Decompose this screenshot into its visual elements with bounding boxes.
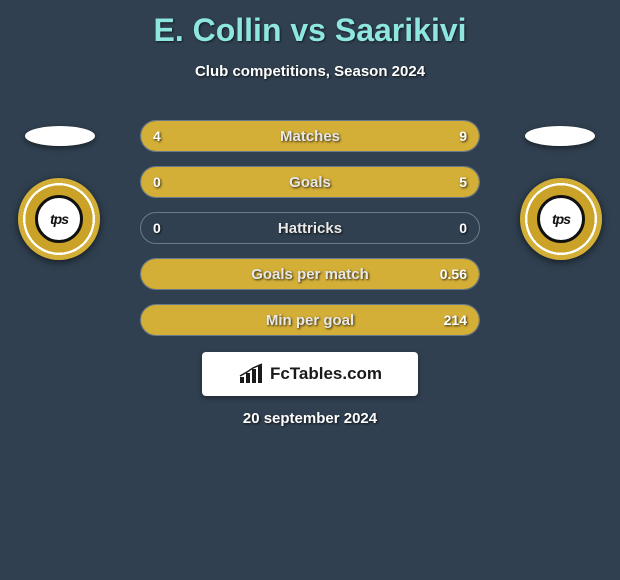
player-right-flag	[525, 126, 595, 146]
subtitle: Club competitions, Season 2024	[0, 63, 620, 80]
stat-row: 0.56Goals per match	[140, 258, 480, 290]
stat-label: Goals	[141, 167, 479, 197]
stat-label: Goals per match	[141, 259, 479, 289]
bar-chart-icon	[238, 363, 264, 385]
stat-row: 00Hattricks	[140, 212, 480, 244]
stat-row: 05Goals	[140, 166, 480, 198]
stat-label: Matches	[141, 121, 479, 151]
stats-panel: 49Matches 05Goals 00Hattricks 0.56Goals per…	[140, 120, 480, 350]
stat-label: Min per goal	[141, 305, 479, 335]
stat-row: 49Matches	[140, 120, 480, 152]
brand-text: FcTables.com	[270, 364, 382, 384]
player-right-club-badge: tps	[520, 178, 602, 260]
club-badge-text: tps	[35, 195, 83, 243]
date-text: 20 september 2024	[0, 410, 620, 427]
brand-box[interactable]: FcTables.com	[202, 352, 418, 396]
stat-row: 214Min per goal	[140, 304, 480, 336]
player-left-flag	[25, 126, 95, 146]
page-title: E. Collin vs Saarikivi	[0, 0, 620, 49]
player-left-club-badge: tps	[18, 178, 100, 260]
club-badge-text: tps	[537, 195, 585, 243]
stat-label: Hattricks	[141, 213, 479, 243]
